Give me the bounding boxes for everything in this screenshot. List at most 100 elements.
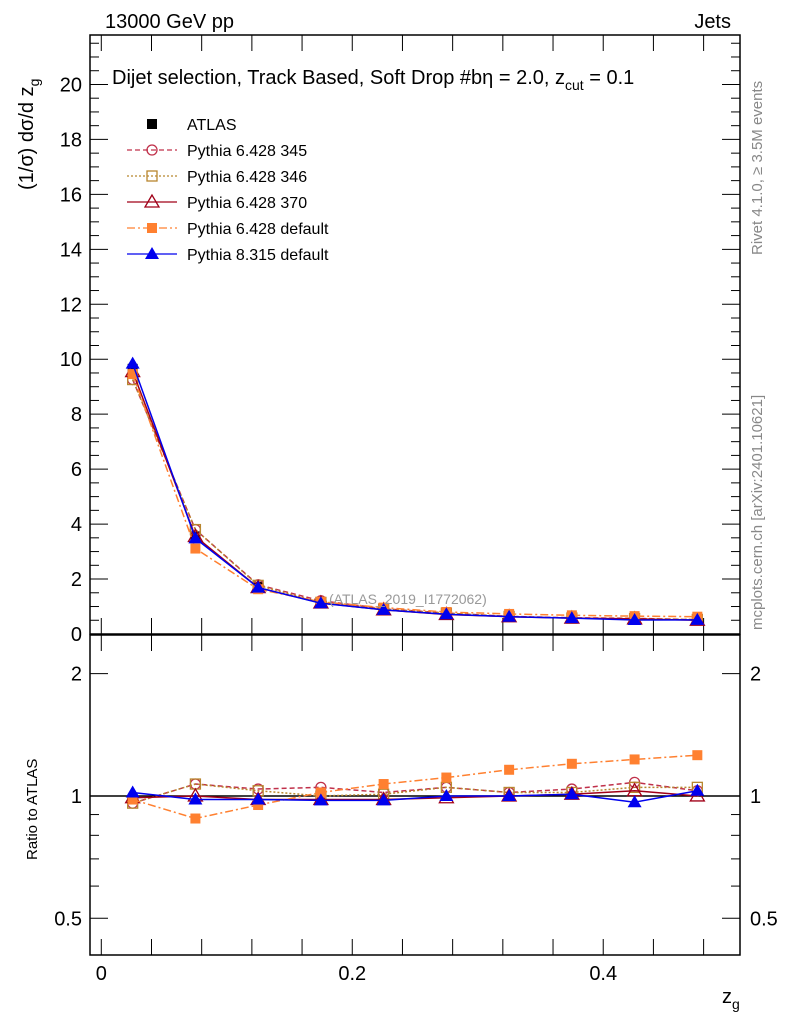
legend-item-atlas: ATLAS [147,117,237,134]
y-tick-label: 0 [71,624,82,646]
series-p345 [127,373,703,626]
series-p346 [127,373,703,626]
data-point-p8def [439,607,454,620]
series-p6def [127,750,703,824]
rivet-label: Rivet 4.1.0, ≥ 3.5M events [749,81,766,255]
legend-label: Pythia 6.428 default [187,221,329,238]
series-p345 [127,776,703,809]
series-p8def [125,356,705,625]
y-tick-label: 0.5 [54,908,82,930]
data-point-p8def [188,531,203,544]
y-tick-label: 1 [71,786,82,808]
data-point-p8def [627,612,642,625]
data-point-atlas [127,363,138,374]
series-line-p345 [132,781,698,804]
legend-label: ATLAS [187,117,237,134]
data-point-p8def [251,792,266,805]
plot-frame [89,34,741,635]
series-p370 [124,363,706,626]
data-point-p8def [376,793,391,806]
y-tick-label: 2 [71,664,82,686]
y-tick-label: 14 [60,239,82,261]
analysis-watermark: (ATLAS_2019_I1772062) [329,591,487,607]
x-tick-label: 0.4 [589,963,617,985]
series-line-p8def [131,363,698,621]
data-point-p8def [564,611,579,624]
legend-marker [146,144,158,156]
data-point-p6def [190,813,201,824]
data-point-p8def [627,795,642,808]
series-line-p345 [131,379,698,621]
data-point-p6def [253,800,264,811]
series-line-p6def [131,373,698,618]
data-point-p6def [378,779,389,790]
legend: ATLAS Pythia 6.428 345 Pythia 6.428 346 Pyt… [127,117,329,264]
series-line-p346 [131,379,698,621]
legend-label: Pythia 8.315 default [187,247,329,264]
y-tick-label: 16 [60,184,82,206]
data-point-p6def [127,369,138,380]
series-line-p370 [131,371,698,622]
series-p370 [124,782,706,806]
data-point-p8def [313,596,328,609]
series-p6def [127,369,703,622]
legend-marker [145,247,159,259]
series-p346 [127,778,703,809]
series-p8def [125,783,705,808]
data-point-p8def [313,793,328,806]
series-line-p8def [132,790,698,804]
data-point-p6def [127,794,138,805]
x-axis-label: zg [722,986,740,1012]
legend-item-p346: Pythia 6.428 346 [127,169,307,186]
y-tick-label: 4 [71,514,82,536]
data-point-p6def [504,764,515,775]
data-point-p8def [251,580,266,593]
data-point-p6def [315,787,326,798]
y-axis-label: (1/σ) dσ/d zg [16,79,42,190]
legend-item-p370: Pythia 6.428 370 [127,193,307,212]
series-atlas [127,363,703,626]
data-point-p6def [629,754,640,765]
mcplots-label: mcplots.cern.ch [arXiv:2401.10621] [749,395,766,630]
legend-marker [147,223,157,233]
legend-item-p8def: Pythia 8.315 default [127,247,329,264]
y-tick-label: 20 [60,74,82,96]
y-tick-label: 18 [60,129,82,151]
plot-frame [89,634,741,956]
data-point-p8def [690,612,705,625]
data-point-p8def [125,356,140,369]
y-tick-label: 12 [60,294,82,316]
data-point-p8def [188,792,203,805]
legend-marker [143,193,161,208]
y-tick-label: 10 [60,349,82,371]
header-left: 13000 GeV pp [105,11,234,33]
series-line-p346 [132,783,698,804]
legend-marker [147,119,157,129]
y-tick-label-right: 2 [750,664,761,686]
x-tick-label: 0 [96,963,107,985]
ratio-y-axis-label: Ratio to ATLAS [24,759,41,860]
data-point-p6def [566,758,577,769]
legend-label: Pythia 6.428 345 [187,143,307,160]
data-point-p8def [502,609,517,622]
data-point-p8def [690,783,705,796]
y-tick-label: 8 [71,404,82,426]
legend-label: Pythia 6.428 346 [187,169,307,186]
legend-item-p345: Pythia 6.428 345 [127,143,307,160]
data-point-p8def [125,785,140,798]
data-point-p8def [502,788,517,801]
y-tick-label-right: 0.5 [750,908,778,930]
x-tick-label: 0.2 [338,963,366,985]
data-point-p8def [376,602,391,615]
main-plot: 0 2 4 6 8 10 12 14 16 18 20 [60,34,741,646]
y-tick-label: 6 [71,459,82,481]
header-right: Jets [694,11,731,33]
ratio-plot: 0.5 0.5 1 1 2 2 0 0.2 0.4 [54,634,778,985]
data-point-p6def [190,543,201,554]
series-line-p6def [132,754,698,820]
data-point-p6def [692,750,703,761]
data-point-p8def [564,787,579,800]
data-point-p6def [441,772,452,783]
y-tick-label-right: 1 [750,786,761,808]
